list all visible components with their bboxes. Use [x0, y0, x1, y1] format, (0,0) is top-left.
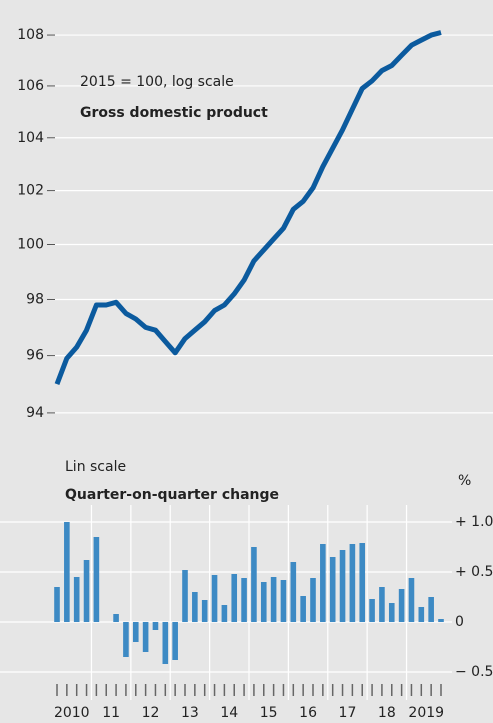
- bar: [192, 592, 198, 622]
- bar: [142, 622, 149, 652]
- y-tick-label: 96: [26, 348, 44, 364]
- bar: [379, 587, 385, 622]
- bar: [290, 562, 297, 622]
- y-tick-label: 94: [26, 405, 44, 421]
- bar: [162, 622, 169, 664]
- y-tick-label: 98: [26, 291, 44, 307]
- bar: [172, 622, 178, 660]
- y-unit: %: [458, 473, 471, 489]
- bar: [280, 580, 287, 622]
- bar: [221, 605, 228, 622]
- x-tick-label: 13: [181, 705, 199, 721]
- bar: [329, 557, 336, 622]
- bar: [132, 622, 139, 642]
- bar-subtitle: Lin scale: [65, 459, 126, 475]
- bar: [123, 622, 129, 657]
- bar: [349, 544, 356, 622]
- bar: [339, 550, 346, 622]
- bar-title: Quarter-on-quarter change: [65, 487, 279, 503]
- bar: [201, 600, 208, 622]
- bar: [182, 570, 188, 622]
- line-subtitle: 2015 = 100, log scale: [80, 74, 234, 90]
- x-tick-label: 14: [220, 705, 238, 721]
- gdp-line: [54, 30, 442, 385]
- plot-layer: 94 96 98 100 102 104 106 108 + 1.0 + 0.5 0 − 0.5 201…: [0, 27, 493, 721]
- bar: [54, 587, 60, 622]
- x-tick-label: 11: [102, 705, 120, 721]
- bar: [428, 597, 434, 622]
- bar: [359, 543, 366, 622]
- bar: [438, 619, 444, 622]
- bar: [320, 544, 326, 622]
- y-tick-label: 102: [17, 183, 44, 199]
- y-tick-label: 104: [17, 130, 44, 146]
- bar: [369, 599, 375, 622]
- y-tick-label: 100: [17, 237, 44, 253]
- bar: [251, 547, 257, 622]
- bar: [211, 575, 218, 622]
- x-tick-label: 2010: [54, 705, 90, 721]
- bar: [270, 577, 277, 622]
- y-tick-label: 108: [17, 27, 44, 43]
- x-tick-label: 15: [260, 705, 278, 721]
- bar: [398, 589, 405, 622]
- bar: [152, 622, 159, 630]
- x-tick-label: 2019: [408, 705, 444, 721]
- y-tick-label: + 0.5: [455, 564, 493, 580]
- y-tick-label: 106: [17, 78, 44, 94]
- bar: [388, 603, 395, 622]
- bar: [260, 582, 267, 622]
- y-tick-label: 0: [455, 614, 464, 630]
- x-tick-label: 16: [299, 705, 317, 721]
- bar: [408, 578, 415, 622]
- bar: [231, 574, 238, 622]
- y-tick-label: + 1.0: [455, 514, 493, 530]
- x-tick-label: 12: [142, 705, 160, 721]
- x-tick-label: 18: [378, 705, 396, 721]
- bar: [93, 537, 100, 622]
- bar: [113, 614, 119, 622]
- bar: [64, 522, 70, 622]
- bar: [73, 577, 80, 622]
- bar: [300, 596, 306, 622]
- bar: [83, 560, 90, 622]
- bar: [418, 607, 425, 622]
- bar: [241, 578, 247, 622]
- y-tick-label: − 0.5: [455, 664, 493, 680]
- bar: [310, 578, 316, 622]
- line-title: Gross domestic product: [80, 105, 268, 121]
- x-tick-label: 17: [339, 705, 357, 721]
